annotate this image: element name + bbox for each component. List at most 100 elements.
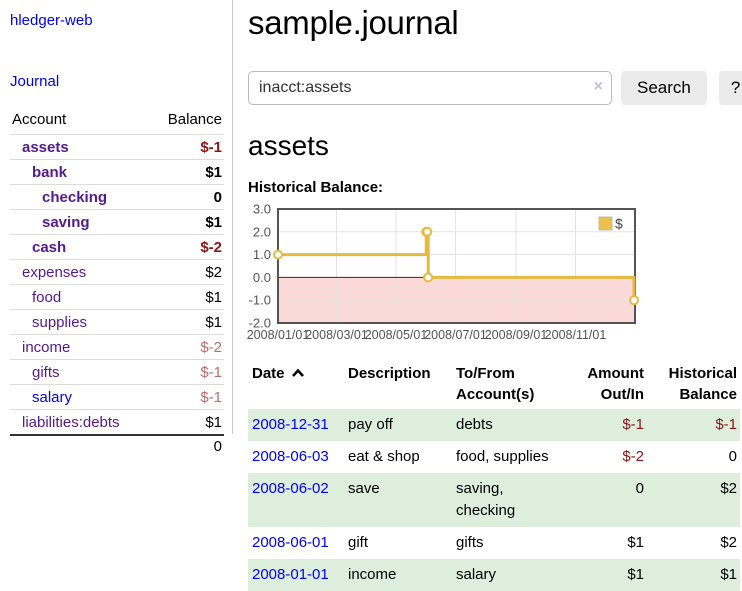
accounts-header-balance: Balance bbox=[167, 111, 222, 128]
account-link-assets[interactable]: assets bbox=[22, 138, 69, 156]
account-balance: $1 bbox=[150, 309, 224, 335]
account-balance: $1 bbox=[150, 209, 224, 235]
transaction-date-link[interactable]: 2008-12-31 bbox=[252, 416, 329, 433]
register-row: 2008-01-01 income salary $1 $1 bbox=[248, 559, 740, 591]
accounts-total-value: 0 bbox=[10, 434, 224, 457]
y-tick-label: 3.0 bbox=[253, 202, 271, 217]
transaction-description: pay off bbox=[348, 416, 393, 433]
register-row: 2008-12-31 pay off debts $-1 $-1 bbox=[248, 409, 740, 441]
transaction-amount: $1 bbox=[627, 566, 644, 583]
register-header-date[interactable]: Date bbox=[248, 361, 348, 409]
data-point-marker bbox=[423, 272, 434, 283]
transaction-accounts: debts bbox=[456, 416, 493, 433]
account-balance: $1 bbox=[150, 409, 224, 435]
x-tick-label: 2008/03/01 bbox=[305, 328, 368, 342]
transaction-accounts: saving, checking bbox=[456, 480, 516, 519]
account-row: checking 0 bbox=[10, 184, 224, 210]
transaction-date-link[interactable]: 2008-06-01 bbox=[252, 534, 329, 551]
account-link-expenses[interactable]: expenses bbox=[22, 263, 87, 281]
search-input[interactable] bbox=[248, 71, 612, 105]
register-header-row: Date Description To/From Account(s) Amou… bbox=[248, 361, 740, 409]
transaction-accounts: food, supplies bbox=[456, 448, 549, 465]
account-heading: assets bbox=[248, 130, 329, 161]
transaction-description: gift bbox=[348, 534, 369, 551]
transaction-balance: $-1 bbox=[715, 416, 737, 433]
account-row: gifts $-1 bbox=[10, 359, 224, 385]
plot-border bbox=[277, 208, 636, 324]
transaction-description: save bbox=[348, 480, 380, 497]
register-header-balance: Historical Balance bbox=[668, 365, 737, 403]
transaction-balance: $2 bbox=[720, 534, 737, 551]
chart-heading: Historical Balance: bbox=[248, 179, 384, 196]
account-balance: $1 bbox=[150, 284, 224, 310]
y-tick-label: 2.0 bbox=[253, 224, 271, 239]
transaction-date-link[interactable]: 2008-06-03 bbox=[252, 448, 329, 465]
x-tick-label: 2008/01/01 bbox=[247, 328, 310, 342]
register-header-accounts: To/From Account(s) bbox=[456, 365, 535, 403]
transaction-balance: 0 bbox=[728, 448, 737, 465]
account-balance: $-2 bbox=[150, 234, 224, 260]
legend-swatch bbox=[598, 216, 613, 231]
account-link-income[interactable]: income bbox=[22, 338, 71, 356]
historical-balance-chart: 3.0 2.0 1.0 0.0 -1.0 -2.02008/01/012008/03/01… bbox=[247, 202, 640, 342]
account-row: expenses $2 bbox=[10, 259, 224, 285]
account-row: bank $1 bbox=[10, 159, 224, 185]
account-balance: $-1 bbox=[150, 359, 224, 385]
accounts-table: Account Balance assets $-1 bank $1 checking 0… bbox=[10, 108, 224, 457]
page-title: sample.journal bbox=[248, 4, 459, 41]
clear-search-icon[interactable]: × bbox=[593, 78, 603, 95]
data-point-marker bbox=[422, 226, 433, 237]
transaction-amount: $-2 bbox=[622, 448, 644, 465]
nav-journal-link[interactable]: Journal bbox=[10, 73, 60, 90]
x-tick-label: 2008/11/01 bbox=[545, 328, 607, 342]
y-tick-label: -2.0 bbox=[249, 316, 271, 331]
account-link-liabilities-debts[interactable]: liabilities:debts bbox=[22, 413, 120, 431]
search-button[interactable]: Search bbox=[621, 71, 707, 105]
account-balance: $-2 bbox=[150, 334, 224, 360]
account-link-cash[interactable]: cash bbox=[32, 238, 67, 256]
app-brand-link[interactable]: hledger-web bbox=[10, 12, 93, 29]
data-point-marker bbox=[629, 295, 640, 306]
transaction-description: eat & shop bbox=[348, 448, 420, 465]
legend-label: $ bbox=[615, 216, 623, 232]
account-link-bank[interactable]: bank bbox=[32, 163, 68, 181]
main-content: sample.journal × Search ? assets Histori… bbox=[233, 0, 742, 591]
data-point-marker bbox=[273, 249, 283, 260]
transaction-accounts: salary bbox=[456, 566, 497, 583]
accounts-total-row: 0 bbox=[10, 434, 224, 457]
register-row: 2008-06-03 eat & shop food, supplies $-2 0 bbox=[248, 441, 740, 473]
accounts-header-account: Account bbox=[12, 111, 67, 128]
x-tick-label: 2008/07/01 bbox=[424, 328, 487, 342]
account-link-supplies[interactable]: supplies bbox=[32, 313, 88, 331]
account-balance: $-1 bbox=[150, 384, 224, 410]
account-link-checking[interactable]: checking bbox=[42, 188, 108, 206]
transaction-balance: $1 bbox=[720, 566, 737, 583]
account-row: food $1 bbox=[10, 284, 224, 310]
register-row: 2008-06-01 gift gifts $1 $2 bbox=[248, 527, 740, 559]
transaction-amount: $1 bbox=[627, 534, 644, 551]
help-button[interactable]: ? bbox=[718, 71, 742, 105]
account-link-saving[interactable]: saving bbox=[42, 213, 90, 231]
x-tick-label: 2008/05/01 bbox=[365, 328, 428, 342]
account-balance: 0 bbox=[150, 184, 224, 210]
account-balance: $2 bbox=[150, 259, 224, 285]
sort-ascending-icon bbox=[291, 368, 304, 377]
register-header-amount: Amount Out/In bbox=[587, 365, 644, 403]
register-header-description: Description bbox=[348, 365, 431, 382]
account-row: saving $1 bbox=[10, 209, 224, 235]
transaction-date-link[interactable]: 2008-06-02 bbox=[252, 480, 329, 497]
account-row: liabilities:debts $1 bbox=[10, 409, 224, 435]
search-row: × Search ? bbox=[248, 71, 742, 105]
account-link-gifts[interactable]: gifts bbox=[32, 363, 60, 381]
account-link-food[interactable]: food bbox=[32, 288, 62, 306]
y-tick-label: 1.0 bbox=[253, 247, 271, 262]
transaction-date-link[interactable]: 2008-01-01 bbox=[252, 566, 329, 583]
register-table: Date Description To/From Account(s) Amou… bbox=[248, 361, 740, 591]
transaction-balance: $2 bbox=[720, 480, 737, 497]
account-row: cash $-2 bbox=[10, 234, 224, 260]
transaction-description: income bbox=[348, 566, 397, 583]
account-row: assets $-1 bbox=[10, 134, 224, 160]
y-tick-label: -1.0 bbox=[249, 293, 271, 308]
account-link-salary[interactable]: salary bbox=[32, 388, 73, 406]
